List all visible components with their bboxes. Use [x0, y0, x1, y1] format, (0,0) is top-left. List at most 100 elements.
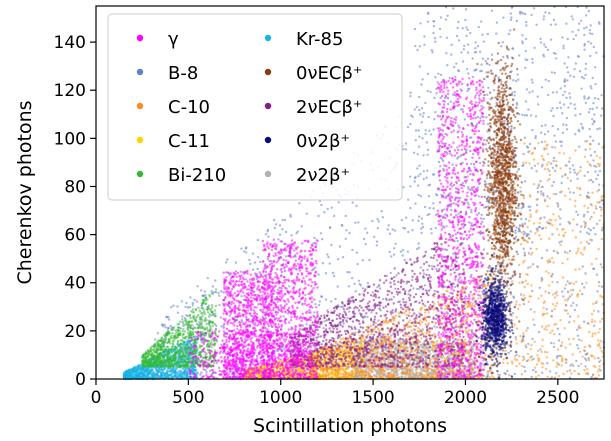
data-point — [195, 300, 199, 303]
data-point — [153, 358, 156, 362]
data-point — [524, 37, 528, 41]
data-point — [256, 238, 260, 242]
data-point — [460, 51, 463, 54]
data-point — [184, 355, 187, 358]
data-point — [529, 247, 532, 250]
data-point — [588, 232, 591, 236]
data-point — [433, 96, 436, 100]
data-point — [161, 323, 165, 327]
data-point — [476, 186, 479, 189]
data-point — [220, 325, 223, 328]
data-point — [278, 224, 282, 227]
data-point — [439, 165, 442, 168]
data-point — [157, 353, 161, 356]
data-point — [584, 62, 588, 65]
data-point — [451, 163, 454, 166]
data-point — [465, 34, 468, 38]
data-point — [523, 114, 527, 117]
data-point — [191, 330, 194, 333]
data-point — [344, 214, 347, 218]
data-point — [446, 63, 449, 67]
data-point — [204, 296, 208, 299]
data-point — [171, 367, 174, 371]
data-point — [424, 132, 427, 136]
data-point — [559, 87, 562, 90]
data-point — [456, 239, 459, 243]
data-point — [358, 282, 361, 286]
data-point — [362, 237, 366, 241]
data-point — [563, 250, 567, 254]
data-point — [591, 123, 594, 126]
data-point — [423, 35, 426, 38]
data-point — [554, 23, 557, 26]
data-point — [421, 78, 424, 81]
data-point — [141, 363, 144, 366]
data-point — [542, 18, 545, 21]
data-point — [169, 348, 173, 351]
data-point — [556, 128, 560, 131]
data-point — [314, 303, 317, 306]
data-point — [182, 365, 186, 368]
data-point — [182, 328, 185, 331]
data-point — [249, 262, 252, 266]
data-point — [188, 314, 192, 317]
data-point — [178, 343, 182, 346]
data-point — [511, 312, 515, 315]
data-point — [432, 173, 436, 176]
data-point — [336, 258, 340, 261]
data-point — [190, 343, 193, 346]
data-point — [596, 290, 599, 293]
data-point — [583, 357, 587, 360]
data-point — [473, 69, 476, 72]
data-point — [203, 318, 207, 321]
data-point — [190, 310, 193, 313]
data-point — [144, 353, 148, 356]
data-point — [141, 356, 144, 359]
data-point — [528, 91, 531, 94]
data-point — [597, 356, 600, 360]
data-point — [213, 314, 217, 318]
data-point — [524, 12, 527, 16]
data-point — [166, 350, 169, 354]
data-point — [480, 213, 483, 217]
data-point — [256, 267, 259, 271]
data-point — [191, 301, 194, 305]
data-point — [224, 261, 228, 264]
data-point — [555, 91, 558, 94]
data-point — [150, 354, 153, 358]
data-point — [492, 89, 496, 92]
data-point — [584, 101, 587, 105]
data-point — [450, 208, 453, 212]
data-point — [208, 320, 212, 324]
data-point — [550, 71, 554, 74]
data-point — [525, 88, 529, 91]
data-point — [276, 288, 280, 291]
data-point — [435, 92, 438, 95]
data-point — [211, 306, 214, 309]
data-point — [439, 96, 442, 100]
data-point — [170, 351, 173, 354]
data-point — [435, 267, 438, 271]
data-point — [305, 212, 308, 215]
data-point — [402, 186, 405, 189]
data-point — [375, 240, 379, 243]
data-point — [531, 61, 534, 64]
data-point — [200, 317, 203, 320]
data-point — [371, 219, 374, 223]
data-point — [161, 365, 164, 368]
data-point — [530, 13, 533, 17]
data-point — [144, 365, 148, 368]
data-point — [379, 309, 382, 312]
data-point — [544, 124, 547, 127]
data-point — [583, 48, 586, 51]
data-point — [568, 376, 572, 379]
data-point — [187, 320, 191, 323]
data-point — [197, 321, 201, 324]
data-point — [586, 231, 589, 234]
data-point — [218, 294, 221, 297]
data-point — [572, 191, 575, 194]
data-point — [448, 295, 451, 298]
data-point — [484, 143, 487, 146]
data-point — [428, 206, 431, 210]
data-point — [144, 375, 148, 378]
